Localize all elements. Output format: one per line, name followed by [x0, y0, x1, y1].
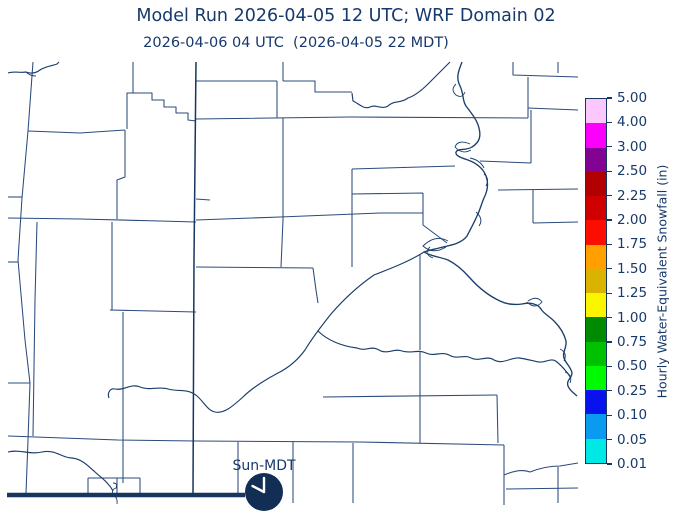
colorbar-segment	[586, 414, 606, 439]
colorbar-tick	[607, 414, 612, 416]
colorbar-segment	[586, 220, 606, 245]
colorbar-tick	[607, 97, 612, 99]
colorbar-tick	[607, 170, 612, 172]
colorbar-segment	[586, 317, 606, 342]
colorbar-tick-label: 2.50	[617, 163, 648, 180]
page-subtitle: 2026-04-06 04 UTC (2026-04-05 22 MDT)	[143, 35, 449, 51]
stream-bottom-left-squiggle	[111, 482, 118, 505]
colorbar-segment	[586, 244, 606, 269]
colorbar-segment	[586, 365, 606, 391]
colorbar-segment	[586, 99, 606, 124]
colorbar-tick-label: 3.00	[617, 138, 648, 155]
colorbar-ticks: 5.00 4.00 3.00 2.50 2.25 2.00 1.75 1.50 1.25 1.00…	[607, 90, 697, 472]
colorbar-segment	[586, 147, 606, 172]
colorbar-tick	[607, 219, 612, 221]
colorbar-tick-label: 0.50	[617, 358, 648, 375]
colorbar-segment	[586, 341, 606, 366]
colorbar-segment	[586, 438, 606, 463]
river-east-west	[317, 330, 572, 379]
colorbar-tick	[607, 463, 612, 465]
colorbar-tick	[607, 365, 612, 367]
colorbar-segment	[586, 268, 606, 294]
state-border-vertical	[192, 61, 197, 494]
colorbar-segment	[586, 171, 606, 197]
colorbar-tick-label: 0.05	[617, 431, 648, 448]
river-main-north-south	[423, 61, 578, 397]
clock-hour-hand	[251, 484, 266, 494]
colorbar-tick	[607, 439, 612, 441]
colorbar-segment	[586, 196, 606, 221]
page-title: Model Run 2026-04-05 12 UTC; WRF Domain …	[136, 6, 556, 26]
colorbar-tick-label: 0.01	[617, 456, 648, 472]
colorbar-segments	[585, 98, 607, 464]
colorbar-tick-label: 1.25	[617, 285, 648, 302]
colorbar-segment	[586, 123, 606, 148]
colorbar-tick-label: 1.75	[617, 236, 648, 253]
colorbar-tick	[607, 317, 612, 319]
stream-bottom-left	[7, 450, 114, 492]
colorbar-tick-label: 2.00	[617, 212, 648, 228]
river-braid-channels	[422, 83, 572, 384]
colorbar-tick-label: 2.25	[617, 187, 648, 204]
colorbar-tick	[607, 146, 612, 148]
colorbar-tick-label: 1.00	[617, 309, 648, 326]
stream-top-left-fork	[25, 71, 37, 77]
rivers	[7, 61, 578, 505]
colorbar-axis-label: Hourly Water-Equivalent Snowfall (in)	[654, 164, 670, 399]
colorbar-tick-label: 0.25	[617, 382, 648, 399]
colorbar-tick-label: 5.00	[617, 90, 648, 106]
county-boundaries	[7, 61, 579, 505]
colorbar-tick	[607, 292, 612, 294]
colorbar-segment	[586, 293, 606, 318]
stream-top-left	[7, 61, 60, 74]
colorbar-tick	[607, 268, 612, 270]
colorbar-segment	[586, 390, 606, 415]
colorbar-tick	[607, 390, 612, 392]
colorbar-tick-label: 0.75	[617, 334, 648, 350]
stream-top-center	[351, 61, 451, 109]
colorbar-tick	[607, 195, 612, 197]
colorbar-tick-label: 0.10	[617, 407, 648, 424]
river-tributary-southwest	[107, 251, 425, 413]
colorbar-tick-label: 4.00	[617, 114, 648, 131]
colorbar-tick-label: 1.50	[617, 260, 648, 277]
colorbar-tick	[607, 341, 612, 343]
colorbar-tick	[607, 121, 612, 123]
clock-label: Sun-MDT	[232, 458, 296, 474]
colorbar-tick	[607, 243, 612, 245]
clock-icon	[245, 473, 283, 511]
